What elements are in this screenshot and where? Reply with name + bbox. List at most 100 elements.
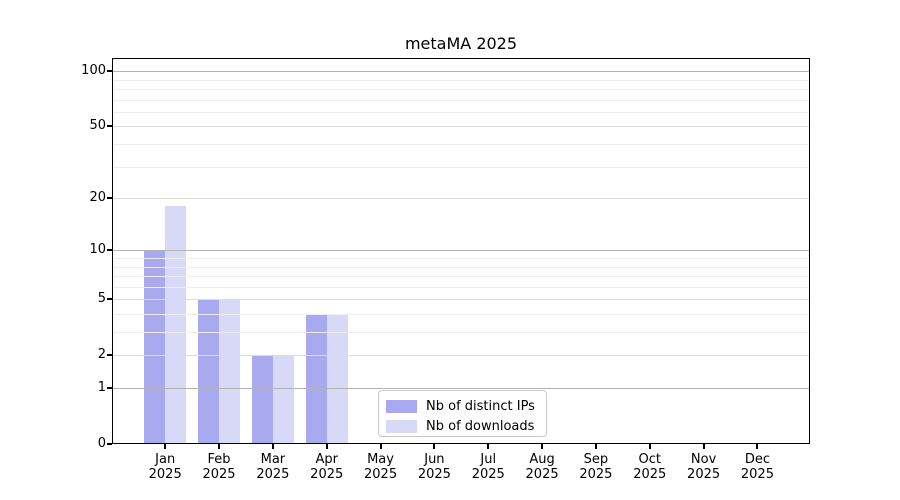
y-tick-mark-5 xyxy=(107,298,112,301)
x-tick-label-dec: Dec 2025 xyxy=(725,452,789,482)
x-tick-year: 2025 xyxy=(687,467,721,482)
gridline-y-70 xyxy=(113,99,809,101)
x-tick-label-mar: Mar 2025 xyxy=(241,452,305,482)
legend-label-downloads: Nb of downloads xyxy=(426,419,535,434)
x-tick-label-apr: Apr 2025 xyxy=(295,452,359,482)
x-tick-month: Feb xyxy=(207,452,231,467)
x-tick-mark-may xyxy=(379,444,382,449)
y-tick-mark-100 xyxy=(107,70,112,73)
y-tick-label-100: 100 xyxy=(81,63,106,79)
bar-distinct-ips xyxy=(305,314,327,443)
gridline-y-7 xyxy=(113,276,809,278)
x-tick-year: 2025 xyxy=(633,467,667,482)
gridline-y-2 xyxy=(113,355,809,357)
x-tick-year: 2025 xyxy=(148,467,182,482)
x-tick-year: 2025 xyxy=(471,467,505,482)
x-tick-label-may: May 2025 xyxy=(349,452,413,482)
x-tick-mark-sep xyxy=(594,444,597,449)
x-tick-mark-dec xyxy=(756,444,759,449)
legend-item-distinct-ips: Nb of distinct IPs xyxy=(386,398,537,415)
gridline-y-50 xyxy=(113,126,809,128)
y-tick-label-20: 20 xyxy=(89,190,106,206)
gridline-y-3 xyxy=(113,332,809,334)
x-tick-year: 2025 xyxy=(525,467,559,482)
gridline-y-60 xyxy=(113,111,809,113)
x-tick-label-jan: Jan 2025 xyxy=(133,452,197,482)
bar-downloads xyxy=(326,314,348,443)
gridline-y-4 xyxy=(113,314,809,315)
x-tick-year: 2025 xyxy=(364,467,398,482)
x-tick-year: 2025 xyxy=(256,467,290,482)
chart-title: metaMA 2025 xyxy=(404,34,518,53)
y-tick-mark-1 xyxy=(107,387,112,390)
x-tick-year: 2025 xyxy=(202,467,236,482)
gridline-y-90 xyxy=(113,79,809,81)
x-tick-month: Jan xyxy=(155,452,176,467)
x-tick-month: Jun xyxy=(424,452,445,467)
legend-swatch-downloads xyxy=(386,420,417,433)
x-tick-mark-oct xyxy=(648,444,651,449)
x-tick-mark-mar xyxy=(271,444,274,449)
y-tick-mark-50 xyxy=(107,125,112,128)
bar-downloads xyxy=(219,299,241,443)
y-tick-label-1: 1 xyxy=(97,380,106,396)
gridline-y-30 xyxy=(113,166,809,168)
x-tick-mark-jul xyxy=(487,444,490,449)
x-tick-label-aug: Aug 2025 xyxy=(510,452,574,482)
gridline-y-80 xyxy=(113,89,809,91)
x-tick-label-nov: Nov 2025 xyxy=(672,452,736,482)
gridline-y-5 xyxy=(113,299,809,301)
x-tick-mark-nov xyxy=(702,444,705,449)
x-tick-year: 2025 xyxy=(579,467,613,482)
bar-distinct-ips xyxy=(144,250,166,443)
x-tick-month: Nov xyxy=(690,452,717,467)
x-tick-month: Dec xyxy=(744,452,771,467)
y-tick-mark-0 xyxy=(107,443,112,445)
x-tick-label-jul: Jul 2025 xyxy=(456,452,520,482)
x-tick-month: Apr xyxy=(315,452,338,467)
gridline-y-6 xyxy=(113,286,809,288)
bar-downloads xyxy=(272,355,294,443)
x-tick-label-oct: Oct 2025 xyxy=(618,452,682,482)
y-tick-mark-2 xyxy=(107,354,112,357)
x-tick-month: Oct xyxy=(638,452,661,467)
gridline-y-1 xyxy=(113,388,809,390)
gridline-y-10 xyxy=(113,250,809,252)
gridline-y-8 xyxy=(113,266,809,268)
x-tick-label-sep: Sep 2025 xyxy=(564,452,628,482)
x-tick-label-jun: Jun 2025 xyxy=(402,452,466,482)
gridline-y-40 xyxy=(113,144,809,146)
y-tick-mark-20 xyxy=(107,197,112,200)
x-tick-mark-jan xyxy=(164,444,167,449)
x-tick-year: 2025 xyxy=(417,467,451,482)
legend-label-distinct-ips: Nb of distinct IPs xyxy=(426,399,535,414)
y-tick-label-10: 10 xyxy=(89,242,106,258)
x-tick-month: Jul xyxy=(480,452,497,467)
bar-downloads xyxy=(165,206,187,443)
legend-swatch-distinct-ips xyxy=(386,400,417,413)
x-tick-mark-aug xyxy=(541,444,544,449)
x-tick-month: Mar xyxy=(260,452,286,467)
x-tick-month: May xyxy=(367,452,394,467)
y-tick-mark-10 xyxy=(107,249,112,252)
y-tick-label-0: 0 xyxy=(97,436,106,451)
gridline-y-20 xyxy=(113,198,809,200)
x-tick-mark-feb xyxy=(218,444,221,449)
x-tick-mark-apr xyxy=(325,444,328,449)
y-tick-label-50: 50 xyxy=(89,118,106,134)
x-tick-mark-jun xyxy=(433,444,436,449)
x-tick-month: Sep xyxy=(583,452,609,467)
x-tick-year: 2025 xyxy=(740,467,774,482)
legend: Nb of distinct IPs Nb of downloads xyxy=(378,390,547,437)
legend-item-downloads: Nb of downloads xyxy=(386,418,537,435)
x-tick-label-feb: Feb 2025 xyxy=(187,452,251,482)
x-tick-month: Aug xyxy=(529,452,555,467)
x-tick-year: 2025 xyxy=(310,467,344,482)
gridline-y-100 xyxy=(113,71,809,73)
bar-distinct-ips xyxy=(251,355,273,443)
y-tick-label-2: 2 xyxy=(97,347,106,363)
gridline-y-9 xyxy=(113,258,809,260)
y-tick-label-5: 5 xyxy=(97,291,106,307)
bar-distinct-ips xyxy=(198,299,220,443)
